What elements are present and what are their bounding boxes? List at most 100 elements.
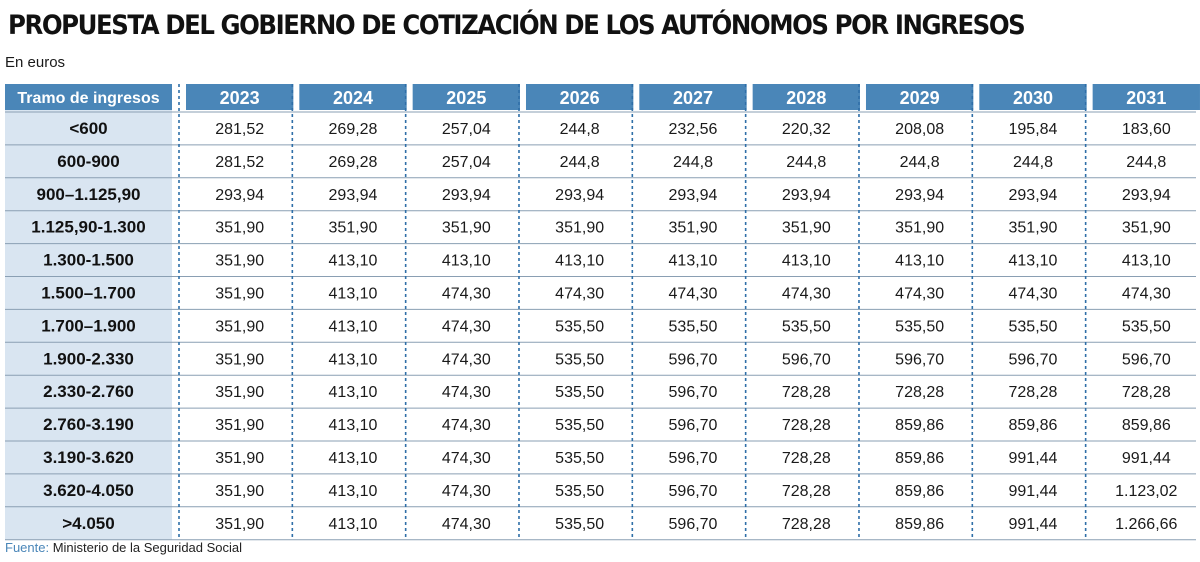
table-cell: 351,90 (215, 286, 264, 303)
table-cell: 351,90 (215, 351, 264, 368)
table-cell: 535,50 (555, 450, 604, 467)
table-cell: 351,90 (555, 220, 604, 237)
table-cell: 413,10 (329, 351, 378, 368)
table-cell: 351,90 (215, 253, 264, 270)
table-cell: 351,90 (215, 516, 264, 533)
table-cell: 596,70 (1009, 351, 1058, 368)
header-cell-2031 (1092, 84, 1200, 110)
table-cell: 859,86 (895, 483, 944, 500)
table-cell: 535,50 (555, 318, 604, 335)
label-column-bg (5, 84, 172, 540)
table-cell: 244,8 (786, 154, 826, 171)
header-cell-label (5, 84, 172, 110)
table-cell: 413,10 (329, 384, 378, 401)
table-cell: 535,50 (555, 516, 604, 533)
header-cell-2024 (299, 84, 407, 110)
table-cell: 859,86 (895, 516, 944, 533)
table-cell: 474,30 (895, 286, 944, 303)
table-cell: 596,70 (1122, 351, 1171, 368)
table-cell: 413,10 (329, 450, 378, 467)
table-cell: 232,56 (669, 121, 718, 138)
table-cell: 728,28 (782, 384, 831, 401)
table-cell: 413,10 (329, 253, 378, 270)
table-cell: 244,8 (1126, 154, 1166, 171)
table-cell: 413,10 (442, 253, 491, 270)
table-cell: 535,50 (669, 318, 718, 335)
table-cell: 351,90 (215, 318, 264, 335)
table-cell: 859,86 (895, 417, 944, 434)
table-cell: 413,10 (329, 417, 378, 434)
row-label: 1.125,90-1.300 (31, 218, 145, 237)
table-cell: 244,8 (900, 154, 940, 171)
table-cell: 293,94 (442, 187, 491, 204)
table-cell: 596,70 (669, 351, 718, 368)
table-cell: 351,90 (782, 220, 831, 237)
table-cell: 728,28 (1122, 384, 1171, 401)
table-cell: 728,28 (782, 417, 831, 434)
header-cell-2026 (525, 84, 634, 110)
row-label: 1.700–1.900 (41, 316, 136, 335)
row-label: 600-900 (57, 152, 119, 171)
table-cell: 244,8 (673, 154, 713, 171)
table-cell: 269,28 (329, 121, 378, 138)
table-cell: 351,90 (215, 483, 264, 500)
table-cell: 351,90 (215, 220, 264, 237)
table-cell: 281,52 (215, 154, 264, 171)
table-cell: 195,84 (1009, 121, 1058, 138)
header-cell-2023 (186, 84, 294, 110)
header-cell-2028 (752, 84, 860, 110)
table-cell: 293,94 (555, 187, 604, 204)
header-year-2027: 2027 (673, 88, 713, 108)
table-cell: 351,90 (1009, 220, 1058, 237)
table-cell: 535,50 (555, 384, 604, 401)
row-label: <600 (69, 119, 107, 138)
table-cell: 183,60 (1122, 121, 1171, 138)
table-cell: 535,50 (555, 417, 604, 434)
header-year-2023: 2023 (220, 88, 260, 108)
table-cell: 474,30 (442, 318, 491, 335)
table-cell: 991,44 (1009, 516, 1058, 533)
table-cell: 535,50 (1122, 318, 1171, 335)
table-cell: 728,28 (782, 516, 831, 533)
table-cell: 596,70 (782, 351, 831, 368)
table-cell: 413,10 (1122, 253, 1171, 270)
header-year-2024: 2024 (333, 88, 373, 108)
row-label: 900–1.125,90 (37, 185, 141, 204)
table-cell: 596,70 (669, 384, 718, 401)
table-cell: 859,86 (895, 450, 944, 467)
table-cell: 293,94 (215, 187, 264, 204)
source-note: Fuente: Ministerio de la Seguridad Socia… (5, 540, 242, 555)
table-cell: 474,30 (555, 286, 604, 303)
table-cell: 351,90 (329, 220, 378, 237)
table-cell: 413,10 (895, 253, 944, 270)
table-cell: 596,70 (669, 483, 718, 500)
row-label: 2.760-3.190 (43, 415, 134, 434)
table-cell: 293,94 (1009, 187, 1058, 204)
table-cell: 859,86 (1009, 417, 1058, 434)
source-text: Ministerio de la Seguridad Social (49, 540, 243, 555)
table-cell: 293,94 (1122, 187, 1171, 204)
table-cell: 474,30 (669, 286, 718, 303)
table-cell: 269,28 (329, 154, 378, 171)
table-cell: 351,90 (669, 220, 718, 237)
table-cell: 474,30 (442, 286, 491, 303)
table-cell: 474,30 (442, 351, 491, 368)
row-label: 3.190-3.620 (43, 448, 134, 467)
table-cell: 991,44 (1009, 450, 1058, 467)
header-year-2028: 2028 (786, 88, 826, 108)
table-cell: 351,90 (215, 384, 264, 401)
table-cell: 293,94 (329, 187, 378, 204)
source-label: Fuente: (5, 540, 50, 555)
table-cell: 293,94 (895, 187, 944, 204)
table-cell: 474,30 (442, 450, 491, 467)
header-year-2025: 2025 (446, 88, 486, 108)
table-cell: 293,94 (782, 187, 831, 204)
chart-subtitle: En euros (5, 54, 66, 71)
header-year-2029: 2029 (900, 88, 940, 108)
header-year-2026: 2026 (560, 88, 600, 108)
table-cell: 351,90 (215, 450, 264, 467)
header-cell-2027 (639, 84, 747, 110)
header-cell-2030 (979, 84, 1087, 110)
table-cell: 991,44 (1122, 450, 1171, 467)
header-label: Tramo de ingresos (17, 90, 159, 107)
